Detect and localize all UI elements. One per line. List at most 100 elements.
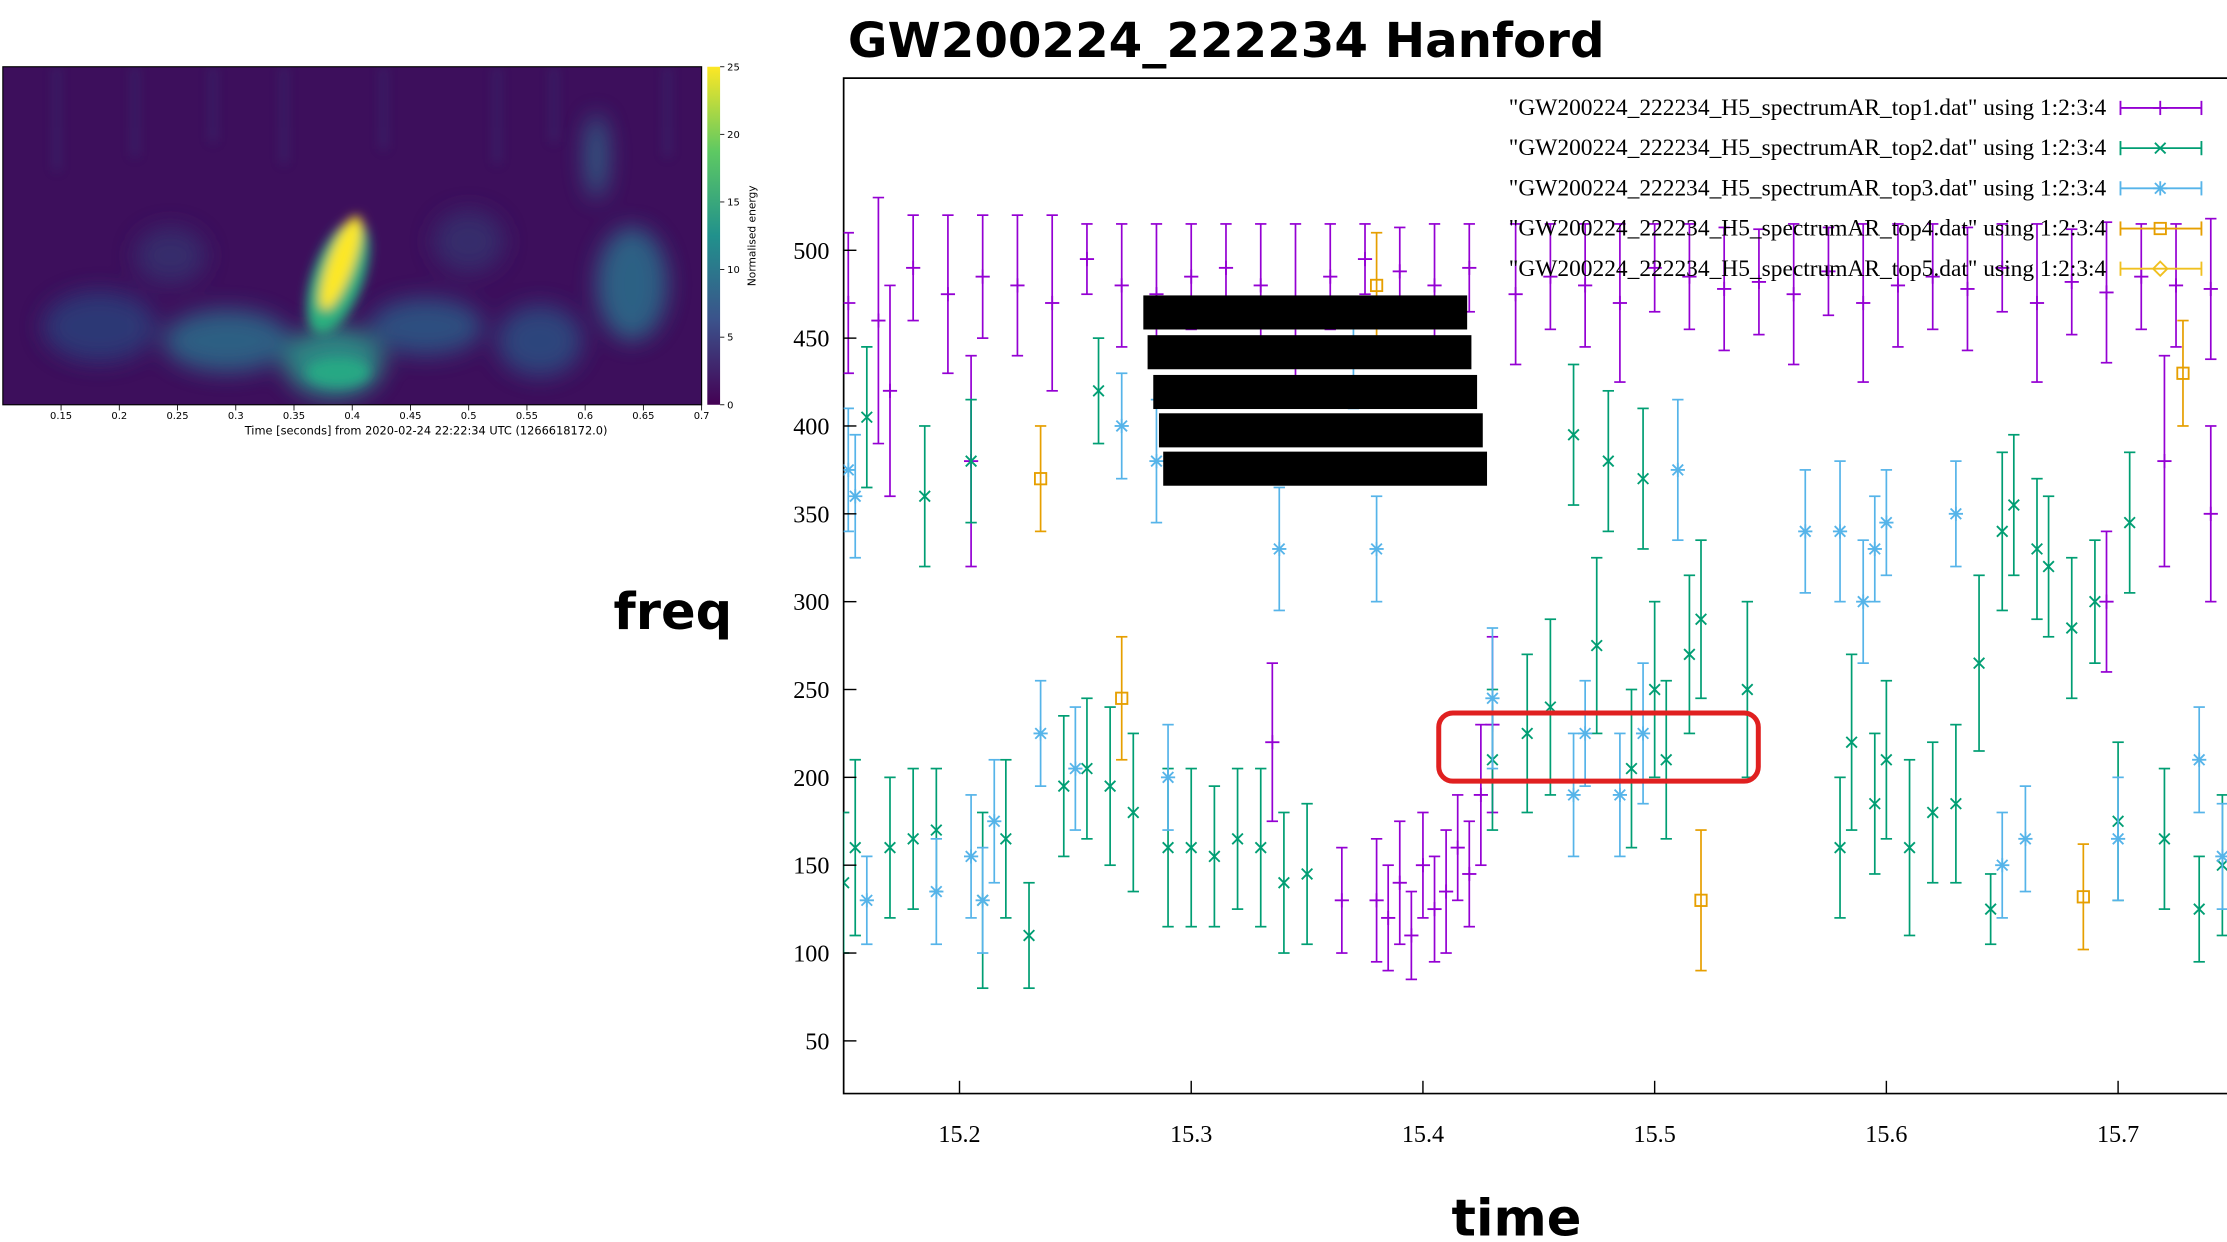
- chart-title: GW200224_222234 Hanford: [848, 13, 1605, 69]
- marker-stroke: [860, 894, 873, 907]
- marker-stroke: [1162, 841, 1175, 854]
- error-point: [1080, 697, 1093, 840]
- error-point: [1439, 829, 1454, 954]
- error-point: [1880, 679, 1893, 840]
- error-point: [1832, 460, 1848, 603]
- error-point: [871, 196, 886, 445]
- error-point: [1695, 539, 1707, 700]
- marker-stroke: [884, 841, 896, 854]
- y-tick-label: 450: [793, 326, 829, 353]
- legend-label: "GW200224_222234_H5_spectrumAR_top3.dat"…: [1509, 175, 2107, 201]
- error-point: [1960, 226, 1975, 352]
- colorbar-tick-label: 20: [727, 130, 740, 141]
- marker-shape: [2076, 890, 2090, 904]
- x-tick-label: 0.45: [399, 411, 421, 422]
- marker-stroke: [2216, 850, 2227, 863]
- x-tick-label: 0.4: [344, 411, 360, 422]
- x-tick-label: 15.4: [1402, 1121, 1444, 1148]
- marker-stroke: [1231, 832, 1244, 845]
- error-point: [1381, 864, 1396, 972]
- error-point: [1369, 837, 1384, 963]
- marker-stroke: [1868, 797, 1881, 810]
- marker-stroke: [1660, 753, 1673, 766]
- marker-stroke: [1683, 648, 1696, 661]
- legend-label: "GW200224_222234_H5_spectrumAR_top2.dat"…: [1509, 135, 2107, 161]
- marker-stroke: [1023, 929, 1035, 942]
- error-point: [1415, 811, 1431, 919]
- error-point: [1462, 820, 1477, 928]
- error-point: [1544, 618, 1557, 796]
- marker-stroke: [2065, 622, 2078, 634]
- error-point: [1648, 600, 1661, 779]
- error-point: [1114, 223, 1129, 348]
- marker-stroke: [1162, 771, 1175, 784]
- marker-stroke: [2193, 903, 2206, 916]
- error-point: [2158, 767, 2171, 910]
- error-point: [1683, 574, 1696, 735]
- marker-stroke: [1273, 542, 1286, 555]
- error-point: [1647, 223, 1662, 313]
- marker-stroke: [1834, 841, 1847, 854]
- marker-shape: [1694, 893, 1708, 907]
- error-point: [1369, 495, 1384, 603]
- error-point: [1903, 758, 1916, 937]
- marker-stroke: [1741, 683, 1754, 696]
- marker-stroke: [2123, 516, 2136, 529]
- error-point: [1231, 767, 1244, 910]
- marker-stroke: [1127, 806, 1140, 819]
- marker-stroke: [1880, 516, 1893, 529]
- marker-stroke: [1799, 525, 1812, 538]
- marker-stroke: [965, 850, 978, 863]
- error-point: [1926, 741, 1939, 884]
- x-tick-label: 0.15: [50, 411, 72, 422]
- marker-stroke: [2042, 560, 2055, 573]
- colorbar-tick-label: 5: [727, 333, 733, 344]
- error-point: [2099, 530, 2114, 673]
- error-point: [2076, 843, 2090, 951]
- marker-stroke: [1996, 525, 2009, 538]
- redaction-box: [1158, 413, 1483, 448]
- error-point: [1092, 337, 1105, 445]
- error-point: [1973, 574, 1986, 752]
- error-point: [1068, 706, 1083, 831]
- colorbar-tick-label: 0: [727, 400, 733, 411]
- marker-stroke: [1613, 788, 1626, 801]
- error-point: [1717, 226, 1732, 352]
- error-point: [2203, 217, 2218, 361]
- error-point: [1301, 802, 1314, 946]
- error-point: [2176, 319, 2190, 427]
- marker-stroke: [849, 490, 862, 503]
- marker-stroke: [1926, 806, 1939, 819]
- marker-stroke: [1579, 727, 1592, 740]
- marker-stroke: [2158, 832, 2171, 845]
- error-point: [1543, 223, 1558, 331]
- error-point: [963, 794, 979, 919]
- error-point: [843, 231, 856, 375]
- plot-frame: [842, 77, 2227, 1095]
- redactions: [1143, 295, 1488, 486]
- x-tick-label: 0.7: [694, 411, 710, 422]
- error-point: [848, 433, 863, 559]
- error-point: [1034, 425, 1048, 533]
- error-point: [2110, 776, 2126, 902]
- marker-stroke: [930, 885, 943, 898]
- x-tick-label: 0.5: [461, 411, 477, 422]
- error-point: [1741, 600, 1754, 779]
- marker-stroke: [1254, 841, 1267, 854]
- error-point: [1485, 627, 1500, 770]
- marker-stroke: [1057, 780, 1070, 793]
- error-point: [1602, 389, 1615, 533]
- marker-shape: [2153, 221, 2167, 236]
- marker-stroke: [1857, 595, 1870, 608]
- x-tick-label: 15.5: [1634, 1121, 1676, 1148]
- marker-stroke: [843, 881, 850, 889]
- error-point: [929, 837, 944, 946]
- error-point: [906, 214, 921, 322]
- error-point: [2007, 433, 2020, 577]
- error-point: [965, 398, 978, 524]
- error-point: [975, 846, 990, 954]
- marker-shape: [1115, 691, 1129, 705]
- error-point: [1845, 653, 1858, 831]
- legend-label: "GW200224_222234_H5_spectrumAR_top4.dat"…: [1509, 216, 2107, 242]
